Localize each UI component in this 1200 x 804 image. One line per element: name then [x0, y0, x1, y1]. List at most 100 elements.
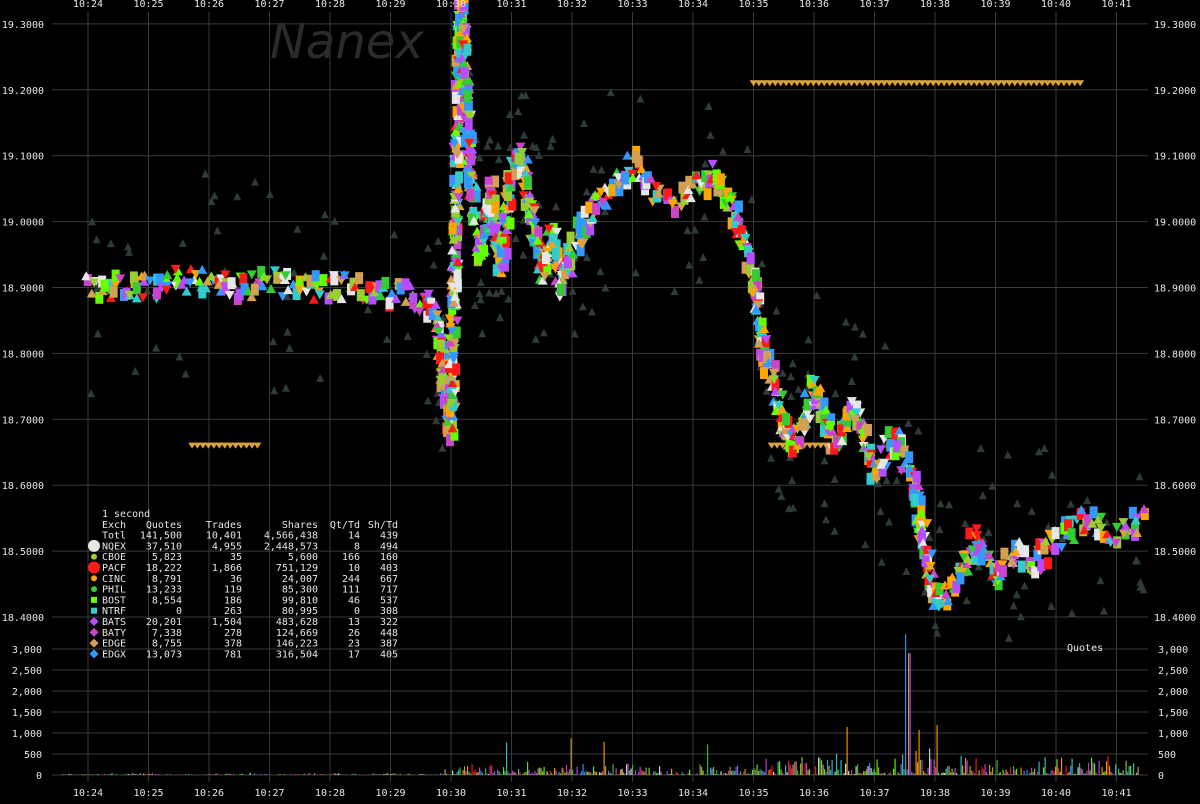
quote-volume-bar [574, 774, 575, 775]
quote-volume-bar [1034, 769, 1035, 775]
legend-value: 439 [380, 531, 398, 542]
quote-marker [434, 237, 442, 245]
quote-volume-bar [580, 773, 581, 775]
quote-volume-bar [898, 772, 899, 775]
quote-marker [1136, 578, 1144, 586]
quote-marker [914, 427, 922, 435]
quote-volume-bar [955, 768, 956, 775]
quote-volume-bar [1031, 768, 1032, 775]
quote-volume-bar [217, 773, 218, 775]
trade-marker [534, 227, 542, 239]
quote-volume-bar [647, 774, 648, 775]
quote-marker [485, 288, 493, 296]
quote-marker [685, 261, 693, 269]
quote-volume-bar [536, 773, 537, 775]
quote-volume-bar [599, 772, 600, 775]
legend-marker [88, 540, 100, 552]
quote-volume-bar [868, 766, 869, 775]
quote-marker [936, 525, 944, 533]
quote-volume-bar [482, 773, 483, 775]
quote-volume-bar [974, 773, 975, 775]
quote-volume-bar [802, 757, 803, 775]
quote-volume-bar [778, 762, 779, 775]
quote-volume-bar [926, 774, 927, 775]
trade-marker [449, 223, 457, 235]
quote-volume-bar [110, 774, 111, 775]
quote-volume-bar [1063, 774, 1064, 775]
quote-volume-bar [494, 771, 495, 775]
legend-value: 18,222 [146, 563, 182, 574]
quote-marker [945, 500, 953, 508]
x-tick-label-top: 10:35 [738, 0, 768, 10]
x-tick-label-top: 10:32 [557, 0, 587, 10]
quote-marker [1044, 522, 1052, 530]
trade-marker [506, 218, 514, 230]
trade-marker [461, 67, 469, 79]
quote-volume-bar [862, 774, 863, 775]
quote-volume-bar [569, 769, 570, 775]
quote-marker [699, 253, 707, 261]
quote-volume-bar [352, 774, 353, 775]
quote-volume-bar [1070, 766, 1071, 775]
legend-value: 1,866 [212, 563, 242, 574]
quote-volume-bar [298, 774, 299, 775]
quote-volume-bar [376, 774, 377, 775]
quote-marker [201, 170, 209, 178]
price-tick-label-left: 19.1000 [2, 152, 44, 163]
quote-volume-bar [1085, 774, 1086, 775]
quote-volume-bar [1009, 774, 1010, 775]
trade-marker [492, 202, 500, 214]
quote-volume-bar [707, 744, 708, 775]
quote-marker [706, 131, 714, 139]
quote-volume-bar [673, 774, 674, 775]
legend-header: Sh/Td [368, 520, 398, 531]
quote-marker [883, 476, 891, 484]
quote-volume-bar [701, 767, 702, 775]
quote-volume-bar [568, 772, 569, 775]
quote-marker [390, 230, 398, 238]
quote-marker [701, 159, 709, 167]
trade-marker [1090, 506, 1098, 518]
quote-volume-bar [215, 774, 216, 775]
trade-marker [905, 451, 913, 463]
quote-volume-bar [226, 774, 227, 775]
trade-marker [301, 287, 311, 296]
quote-volume-bar [1084, 773, 1085, 775]
quote-volume-bar [611, 774, 612, 775]
quote-volume-bar [1126, 761, 1127, 775]
trade-marker [414, 307, 424, 316]
quote-marker [979, 491, 987, 499]
quote-volume-bar [703, 771, 704, 775]
quote-marker [1136, 472, 1144, 480]
trade-marker [386, 297, 394, 309]
quote-volume-bar [668, 774, 669, 775]
trade-marker [1052, 527, 1060, 539]
legend-value: 8 [354, 541, 360, 552]
quote-volume-bar [964, 773, 965, 775]
quote-volume-bar [890, 772, 891, 775]
quote-volume-bar [826, 772, 827, 775]
quote-volume-bar [757, 765, 758, 775]
quote-volume-bar [832, 760, 833, 775]
quote-volume-bar [739, 774, 740, 775]
quote-volume-bar [670, 774, 671, 775]
quote-volume-bar [983, 769, 984, 775]
quote-volume-bar [859, 773, 860, 775]
legend-value: 124,669 [276, 628, 318, 639]
quote-marker [851, 323, 859, 331]
legend-value: 387 [380, 639, 398, 650]
price-tick-label-left: 18.8000 [2, 349, 44, 360]
quote-marker [772, 306, 780, 314]
quote-volume-bar [626, 764, 627, 775]
legend-value: 263 [224, 606, 242, 617]
quote-marker [549, 135, 557, 143]
quote-volume-bar [950, 772, 951, 775]
quote-volume-bar [976, 758, 977, 775]
quote-volume-bar [409, 774, 410, 775]
quote-volume-bar [211, 774, 212, 775]
quote-volume-bar [548, 774, 549, 775]
legend-marker [90, 617, 99, 626]
quote-volume-bar [475, 769, 476, 775]
quote-volume-bar [575, 774, 576, 775]
quote-marker [477, 278, 485, 286]
